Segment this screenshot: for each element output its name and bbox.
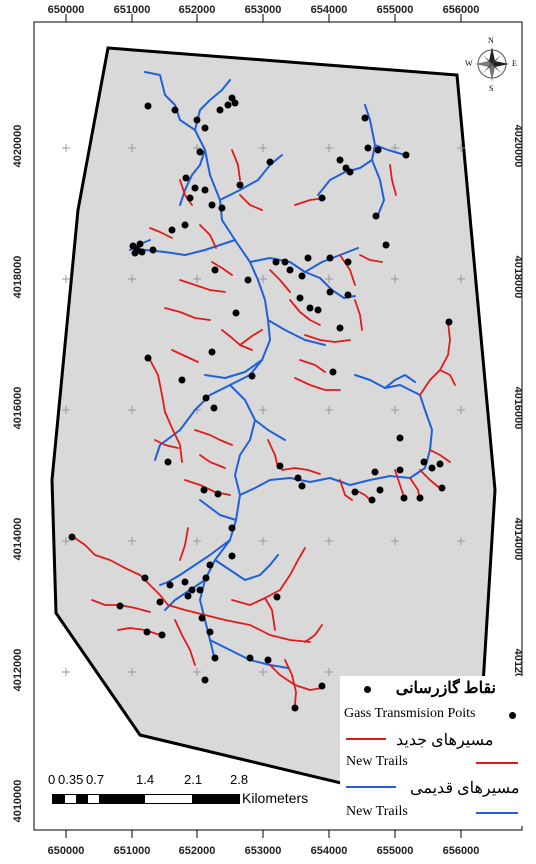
legend-new-fa: مسیرهای جدید: [396, 732, 494, 749]
grid-crosses: [62, 144, 465, 676]
legend-new-line-2: [476, 762, 518, 764]
legend-point-symbol-2: [509, 712, 516, 719]
x-tick: 655000: [376, 4, 414, 16]
compass-s: S: [489, 84, 494, 93]
compass-w: W: [465, 59, 473, 68]
legend-points-fa: نقاط گازرسانی: [395, 680, 496, 697]
y-tick: 4014000: [12, 517, 24, 561]
y-tick: 4016000: [12, 386, 24, 430]
scale-label: 0.7: [86, 772, 105, 787]
legend-points-en: Gass Transmision Poits: [344, 706, 476, 721]
y-tick-right: 4014000: [512, 517, 524, 561]
scale-unit: Kilometers: [242, 790, 309, 806]
legend-new-line: [346, 738, 386, 740]
x-tick: 650000: [47, 4, 85, 16]
x-tick: 651000: [113, 4, 151, 16]
x-tick-bottom: 655000: [376, 845, 414, 857]
gas-points: [68, 94, 453, 712]
compass-e: E: [512, 59, 517, 68]
y-tick-right: 4016000: [512, 386, 524, 430]
legend: نقاط گازرسانی Gass Transmision Poits مسی…: [340, 676, 526, 826]
legend-new-en: New Trails: [346, 754, 408, 769]
y-tick: 4010000: [12, 779, 24, 823]
scale-bar-graphic: [52, 794, 240, 804]
scale-label: 2.8: [230, 772, 249, 787]
scale-label: 0: [48, 772, 56, 787]
study-area: [50, 46, 497, 817]
x-tick: 654000: [310, 4, 348, 16]
scale-label: 2.1: [184, 772, 203, 787]
legend-old-fa: مسیرهای قدیمی: [410, 780, 520, 797]
y-tick: 4018000: [12, 255, 24, 299]
x-tick: 653000: [244, 4, 282, 16]
x-tick-bottom: 650000: [47, 845, 85, 857]
compass-n: N: [488, 36, 494, 45]
y-tick-right: 4020000: [512, 124, 524, 168]
old-trails: [129, 71, 433, 669]
y-tick: 4012000: [12, 648, 24, 692]
x-tick-bottom: 656000: [442, 845, 480, 857]
new-trails: [71, 149, 456, 706]
legend-old-line: [346, 786, 396, 788]
legend-old-en: New Trails: [346, 804, 408, 819]
x-tick-bottom: 654000: [310, 845, 348, 857]
x-tick: 656000: [442, 4, 480, 16]
x-tick-bottom: 651000: [113, 845, 151, 857]
y-tick: 4020000: [12, 124, 24, 168]
north-arrow-icon: [475, 47, 509, 81]
x-tick-bottom: 653000: [244, 845, 282, 857]
y-tick-right: 4018000: [512, 255, 524, 299]
legend-old-line-2: [476, 812, 518, 814]
x-tick-bottom: 652000: [178, 845, 216, 857]
legend-point-symbol: [364, 686, 371, 693]
scale-label: 1.4: [136, 772, 155, 787]
x-tick: 652000: [178, 4, 216, 16]
scale-label: 0.35: [58, 772, 84, 787]
